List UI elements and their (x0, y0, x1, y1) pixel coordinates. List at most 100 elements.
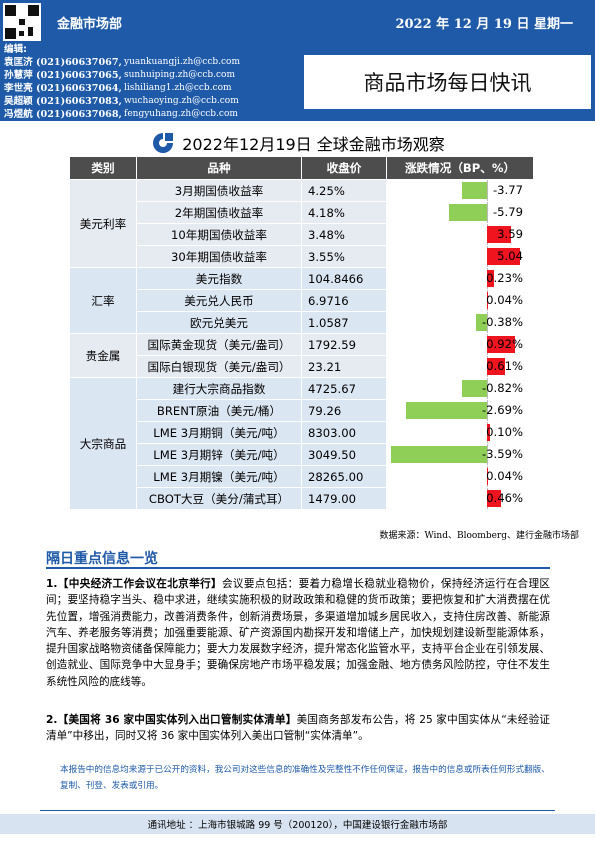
editor-email: sunhuiping.zh@ccb.com (124, 70, 235, 80)
change-label: 0.23% (486, 271, 523, 285)
editor-email: lishiliang1.zh@ccb.com (124, 83, 232, 93)
change-cell: 0.46% (386, 487, 534, 510)
editor-email: fengyuhang.zh@ccb.com (124, 109, 238, 119)
change-axis (487, 378, 488, 399)
change-bar (487, 358, 506, 375)
table-row: 大宗商品 建行大宗商品指数 4725.67 -0.82% (69, 377, 534, 510)
change-bar (487, 490, 501, 507)
table-row: 2年期国债收益率 4.18% -5.79 (70, 201, 534, 224)
close-cell: 104.8466 (301, 267, 387, 290)
change-label: -3.77 (493, 183, 523, 197)
news-item-number: 2. (46, 714, 58, 726)
change-label: 0.46% (486, 491, 523, 505)
editors-label: 编辑: (4, 44, 28, 55)
product-cell: 10年期国债收益率 (136, 223, 302, 246)
change-bar (487, 336, 515, 353)
qr-code-icon (3, 3, 41, 41)
change-cell: -3.77 (386, 179, 534, 202)
footer-divider (40, 810, 555, 811)
category-cell: 大宗商品 (69, 377, 137, 510)
change-axis (487, 312, 488, 333)
change-bar (391, 446, 487, 463)
change-label: -0.38% (481, 315, 523, 329)
editor-name: 李世亮 (4, 83, 33, 94)
change-bar (487, 424, 490, 441)
change-axis (487, 400, 488, 421)
department-name: 金融市场部 (57, 17, 123, 32)
product-cell: LME 3月期镍（美元/吨） (136, 465, 302, 488)
product-cell: 国际白银现货（美元/盎司） (136, 355, 302, 378)
header-close: 收盘价 (301, 156, 387, 180)
change-label: 0.61% (486, 359, 523, 373)
table-row: LME 3月期镍（美元/吨） 28265.00 0.04% (70, 465, 534, 488)
close-cell: 6.9716 (301, 289, 387, 312)
news-section-title: 隔日重点信息一览 (46, 551, 158, 567)
news-item-number: 1. (46, 578, 58, 590)
report-title: 商品市场每日快讯 (304, 55, 591, 109)
change-bar (406, 402, 487, 419)
product-cell: LME 3月期铜（美元/吨） (136, 421, 302, 444)
change-bar (448, 204, 487, 221)
product-cell: CBOT大豆（美分/蒲式耳） (136, 487, 302, 510)
product-cell: 国际黄金现货（美元/盎司） (136, 333, 302, 356)
news-item-2: 2.【美国将 36 家中国实体列入出口管制实体清单】美国商务部发布公告，将 25… (46, 712, 550, 745)
close-cell: 4.18% (301, 201, 387, 224)
market-table: 类别 品种 收盘价 涨跌情况（BP、%） 美元利率 3月期国债收益率 4.25% -3… (69, 156, 534, 510)
category-cell: 汇率 (69, 267, 137, 334)
close-cell: 79.26 (301, 399, 387, 422)
disclaimer: 本报告中的信息均来源于已公开的资料，我公司对这些信息的准确性及完整性不作任何保证… (60, 765, 550, 791)
change-bar (475, 314, 487, 331)
change-label: 0.10% (486, 425, 523, 439)
change-axis (487, 444, 488, 465)
change-cell: 0.23% (386, 267, 534, 290)
product-cell: BRENT原油（美元/桶） (136, 399, 302, 422)
change-cell: 0.92% (386, 333, 534, 356)
table-row: 美元兑人民币 6.9716 0.04% (70, 289, 534, 312)
table-row: 贵金属 国际黄金现货（美元/盎司） 1792.59 0.92% (69, 333, 534, 378)
title-panel: 商品市场每日快讯 (300, 43, 595, 121)
change-cell: 0.10% (386, 421, 534, 444)
editor-name: 孙慧萍 (4, 70, 33, 81)
editor-phone: (021)60637065, (36, 70, 122, 81)
table-row: 欧元兑美元 1.0587 -0.38% (70, 311, 534, 334)
change-axis (487, 202, 488, 223)
change-label: 3.59 (497, 227, 523, 241)
product-cell: 建行大宗商品指数 (136, 377, 302, 400)
editor-name: 吴超颖 (4, 96, 33, 107)
change-cell: -5.79 (386, 201, 534, 224)
table-row: BRENT原油（美元/桶） 79.26 -2.69% (70, 399, 534, 422)
close-cell: 3049.50 (301, 443, 387, 466)
editor-row: 冯煜航 (021)60637068, fengyuhang.zh@ccb.com (0, 108, 300, 121)
change-axis (487, 180, 488, 201)
section-divider (46, 567, 550, 569)
editor-phone: (021)60637067, (36, 57, 122, 68)
news-headline: 【美国将 36 家中国实体列入出口管制实体清单】 (57, 714, 297, 726)
product-cell: 3月期国债收益率 (136, 179, 302, 202)
change-cell: -2.69% (386, 399, 534, 422)
close-cell: 3.55% (301, 245, 387, 268)
footer-address: 通讯地址 ：上海市银城路 99 号（200120），中国建设银行金融市场部 (0, 814, 595, 834)
editor-name: 冯煜航 (4, 109, 33, 120)
editor-phone: (021)60637064, (36, 83, 122, 94)
product-cell: 欧元兑美元 (136, 311, 302, 334)
editor-phone: (021)60637083, (36, 96, 122, 107)
news-item-1: 1.【中央经济工作会议在北京举行】会议要点包括：要着力稳增长稳就业稳物价，保持经… (46, 576, 550, 690)
change-label: -3.59% (481, 447, 523, 461)
editor-row: 孙慧萍 (021)60637065, sunhuiping.zh@ccb.com (0, 69, 300, 82)
close-cell: 4725.67 (301, 377, 387, 400)
change-label: 0.04% (486, 293, 523, 307)
news-body: 会议要点包括：要着力稳增长稳就业稳物价，保持经济运行在合理区间；要坚持稳字当头、… (46, 578, 551, 688)
editor-phone: (021)60637068, (36, 109, 122, 120)
editor-email: wuchaoying.zh@ccb.com (124, 96, 239, 106)
close-cell: 1792.59 (301, 333, 387, 356)
change-label: -5.79 (493, 205, 523, 219)
table-row: 国际白银现货（美元/盎司） 23.21 0.61% (70, 355, 534, 378)
change-cell: -0.38% (386, 311, 534, 334)
change-bar (462, 380, 487, 397)
change-cell: 3.59 (386, 223, 534, 246)
editor-row: 李世亮 (021)60637064, lishiliang1.zh@ccb.com (0, 82, 300, 95)
change-label: 0.92% (486, 337, 523, 351)
product-cell: LME 3月期锌（美元/吨） (136, 443, 302, 466)
header-category: 类别 (69, 156, 137, 180)
change-cell: 0.04% (386, 465, 534, 488)
